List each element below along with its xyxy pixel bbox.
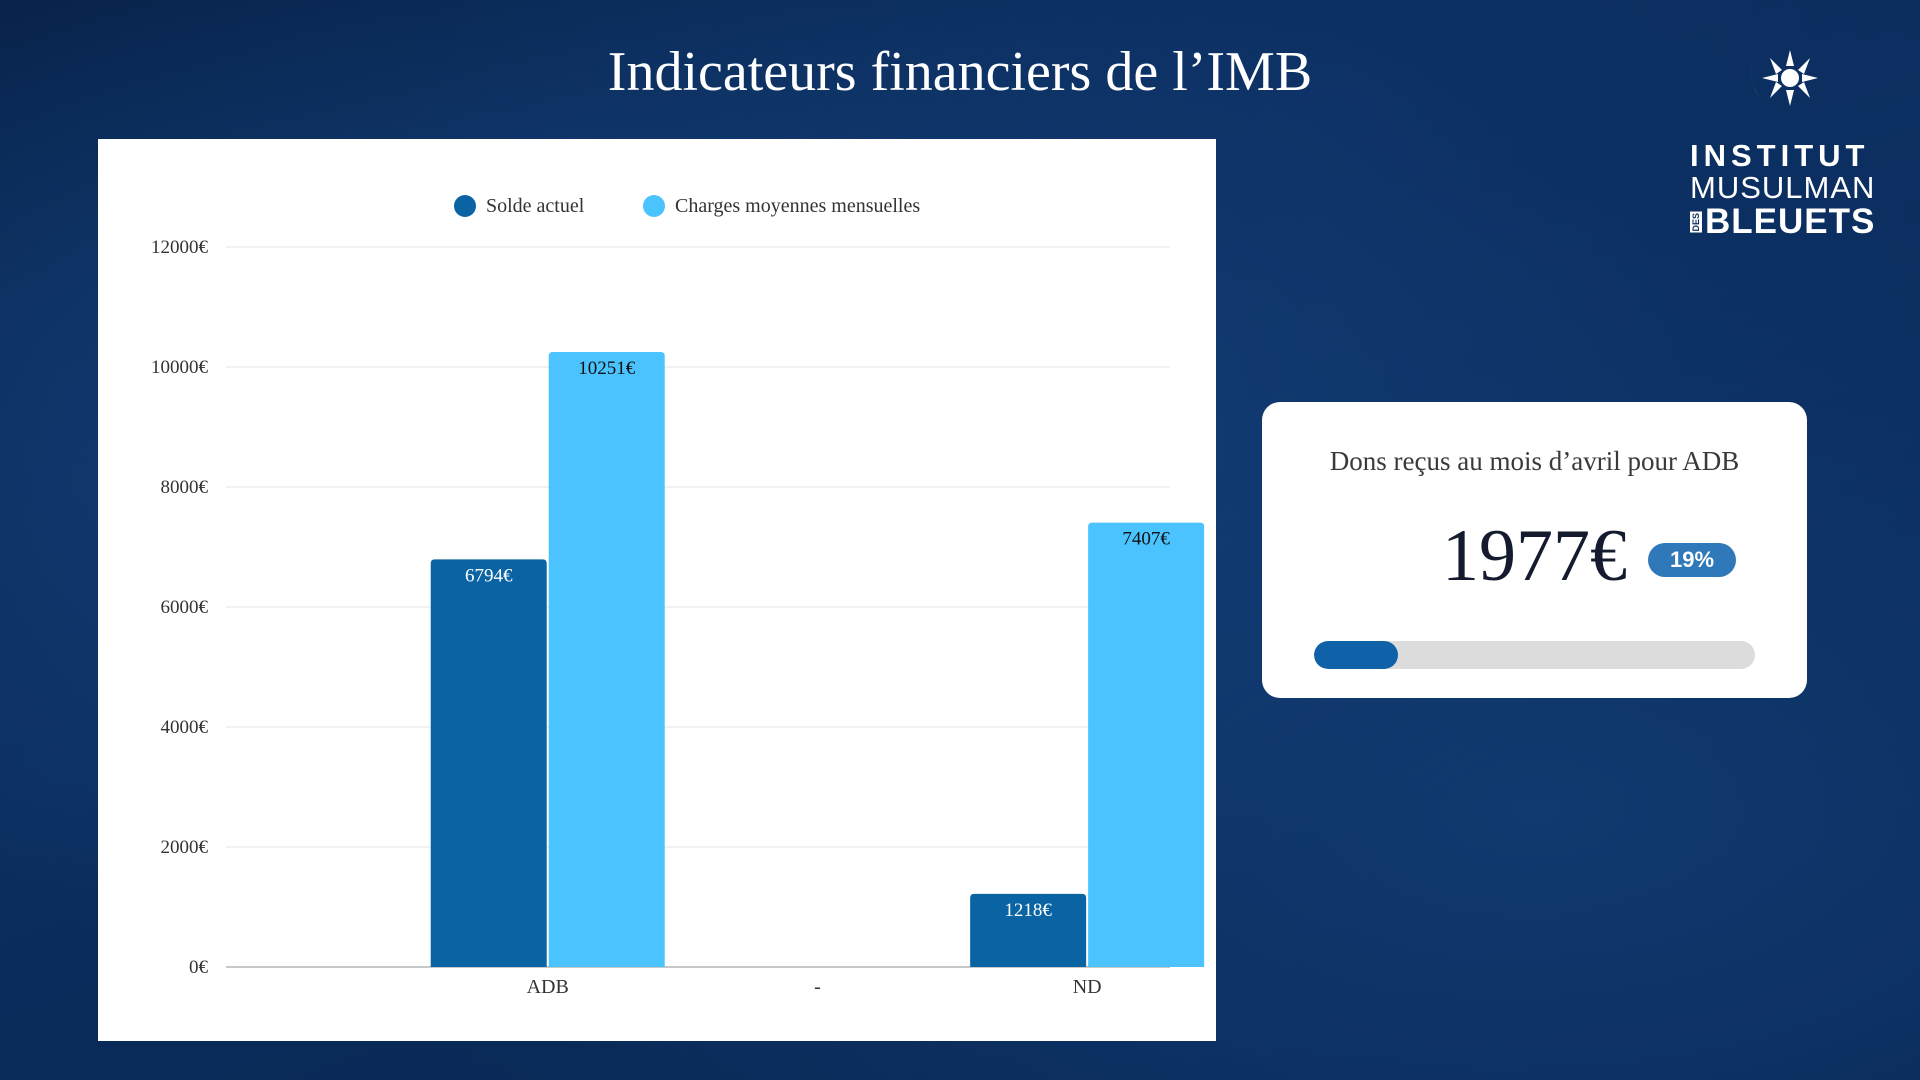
y-tick-label: 4000€ — [161, 717, 209, 738]
bar — [970, 893, 1087, 967]
legend-label: Solde actuel — [486, 195, 585, 217]
x-tick-label: - — [814, 976, 821, 998]
donation-card-title: Dons reçus au mois d’avril pour ADB — [1329, 446, 1740, 476]
y-tick-label: 2000€ — [161, 837, 209, 858]
legend-marker — [643, 195, 665, 217]
donation-amount: 1977€ — [1442, 515, 1627, 597]
legend-label: Charges moyennes mensuelles — [675, 195, 920, 217]
logo-line-bleuets: BLEUETS — [1705, 202, 1876, 241]
y-tick-label: 12000€ — [151, 237, 209, 258]
bar-chart: 0€ 2000€ 4000€ 6000€ 8000€ 10000€ 12000€ ADB 679… — [151, 195, 1205, 998]
logo-line-musulman: MUSULMAN — [1690, 170, 1876, 205]
y-tick-label: 0€ — [189, 957, 209, 978]
bar — [1088, 522, 1205, 967]
logo-small-des: DES — [1690, 211, 1702, 233]
logo-line-institut: INSTITUT — [1690, 138, 1870, 173]
cornflower-logo-icon — [1751, 44, 1824, 114]
data-label: 10251€ — [578, 358, 636, 379]
logo-wordmark: INSTITUT MUSULMAN DES BLEUETS — [1690, 140, 1890, 240]
bar — [430, 559, 547, 967]
x-tick-label: ND — [1073, 976, 1102, 998]
bar — [548, 351, 665, 967]
donation-progress-fill — [1314, 641, 1398, 669]
y-tick-label: 10000€ — [151, 357, 209, 378]
data-label: 7407€ — [1122, 529, 1170, 550]
donation-percent-badge: 19% — [1648, 543, 1736, 577]
y-tick-label: 8000€ — [161, 477, 209, 498]
legend-marker — [454, 195, 476, 217]
y-tick-label: 6000€ — [161, 597, 209, 618]
page-title: Indicateurs financiers de l’IMB — [607, 41, 1313, 103]
donation-card: Dons reçus au mois d’avril pour ADB 1977… — [1262, 402, 1807, 698]
data-label: 6794€ — [465, 565, 513, 586]
x-tick-label: ADB — [527, 976, 569, 998]
chart-panel: 0€ 2000€ 4000€ 6000€ 8000€ 10000€ 12000€ ADB 679… — [98, 139, 1216, 1041]
donation-progress-track — [1314, 641, 1755, 669]
data-label: 1218€ — [1004, 900, 1052, 921]
